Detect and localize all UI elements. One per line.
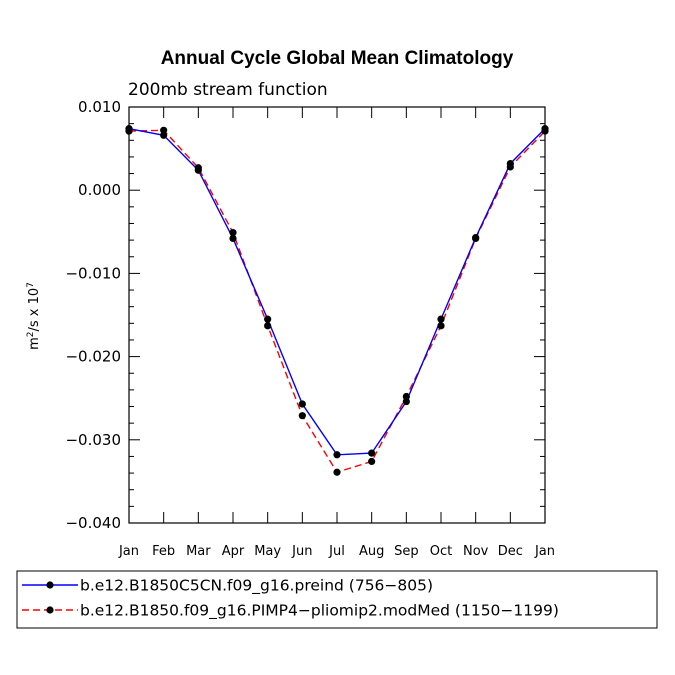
legend-label-2: b.e12.B1850.f09_g16.PIMP4−pliomip2.modMe… (80, 602, 559, 621)
series-1-marker (160, 131, 168, 139)
x-tick-label: Jul (328, 544, 345, 559)
chart-subtitle: 200mb stream function (128, 80, 328, 100)
series-1-marker (368, 449, 376, 457)
y-tick-label: −0.020 (65, 348, 121, 366)
series-2-marker (437, 322, 445, 330)
y-axis-label: m2/s x 107 (26, 282, 42, 350)
x-tick-label: Sep (394, 544, 419, 559)
x-tick-label: Nov (463, 544, 489, 559)
y-tick-label: −0.040 (65, 514, 121, 532)
x-tick-label: Oct (430, 544, 452, 559)
x-tick-label: Jan (534, 544, 555, 559)
series-2-marker (229, 229, 237, 237)
series-line-1 (128, 127, 546, 456)
legend-marker-1 (46, 581, 54, 589)
series-1-marker (437, 315, 445, 323)
x-tick-label: Feb (152, 544, 175, 559)
series-1-marker (541, 125, 549, 133)
chart-title: Annual Cycle Global Mean Climatology (161, 48, 514, 69)
series-1-marker (229, 234, 237, 243)
series-line-2 (128, 129, 546, 474)
series-1-marker (264, 315, 272, 323)
x-tick-label: Mar (186, 544, 211, 559)
series-2-marker (368, 457, 376, 466)
x-tick-label: Aug (359, 544, 384, 559)
series-2-marker (264, 322, 272, 330)
x-tick-label: May (254, 544, 281, 559)
y-tick-label: −0.030 (65, 431, 121, 449)
x-tick-label: Jan (118, 544, 139, 559)
series-2-marker (298, 412, 306, 420)
y-tick-label: 0.010 (78, 98, 121, 116)
x-tick-label: Apr (222, 544, 245, 559)
series-1-marker (402, 397, 410, 406)
series-2-marker (333, 468, 341, 476)
legend: b.e12.B1850C5CN.f09_g16.preind (756−805)… (16, 570, 658, 629)
series-1-marker (333, 451, 341, 459)
series-1-marker (472, 234, 480, 242)
x-tick-label: Jun (291, 544, 312, 559)
series-1-marker (194, 166, 202, 174)
series-1-marker (506, 159, 514, 168)
y-tick-label: −0.010 (65, 264, 121, 282)
x-tick-label: Dec (498, 544, 523, 559)
series-2-marker (402, 392, 410, 401)
series-1-marker (298, 400, 306, 408)
legend-box (16, 570, 658, 629)
legend-marker-2 (46, 606, 54, 614)
plot-frame (128, 106, 546, 524)
y-tick-label: 0.000 (78, 181, 121, 199)
legend-label-1: b.e12.B1850C5CN.f09_g16.preind (756−805) (80, 577, 433, 596)
series-1-marker (125, 125, 133, 133)
series-2-marker (160, 126, 168, 134)
